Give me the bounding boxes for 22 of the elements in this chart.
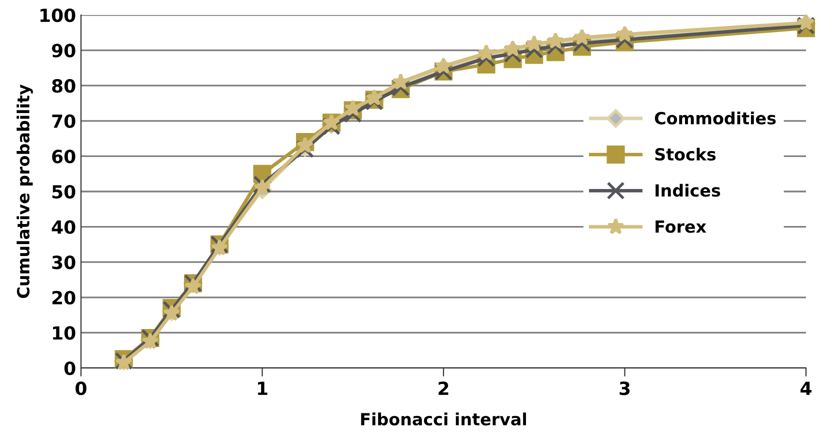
y-tick-label: 30 [52,256,76,270]
y-tick-label: 0 [64,361,76,376]
legend-label: Commodities [654,112,776,124]
x-tick-label: 3 [620,382,630,396]
legend-label: Stocks [655,148,716,161]
y-tick-label: 50 [52,184,76,199]
y-tick-label: 70 [52,114,76,128]
y-tick-label: 90 [52,44,76,58]
legend-label: Forex [656,220,706,233]
y-tick-label: 20 [52,290,76,305]
x-axis-title: Fibonacci interval [361,412,526,426]
legend-label: Indices [656,184,720,197]
x-tick-label: 0 [76,382,86,396]
x-tick-label: 1 [258,382,268,395]
y-tick-label: 100 [40,8,76,22]
x-tick-label: 2 [438,382,448,395]
y-tick-label: 60 [52,150,76,164]
y-tick-label: 10 [53,326,76,340]
y-tick-label: 40 [52,220,76,234]
y-tick-label: 80 [52,79,76,93]
y-axis-title: Cumulative probability [16,84,33,298]
x-tick-label: 4 [800,382,812,395]
